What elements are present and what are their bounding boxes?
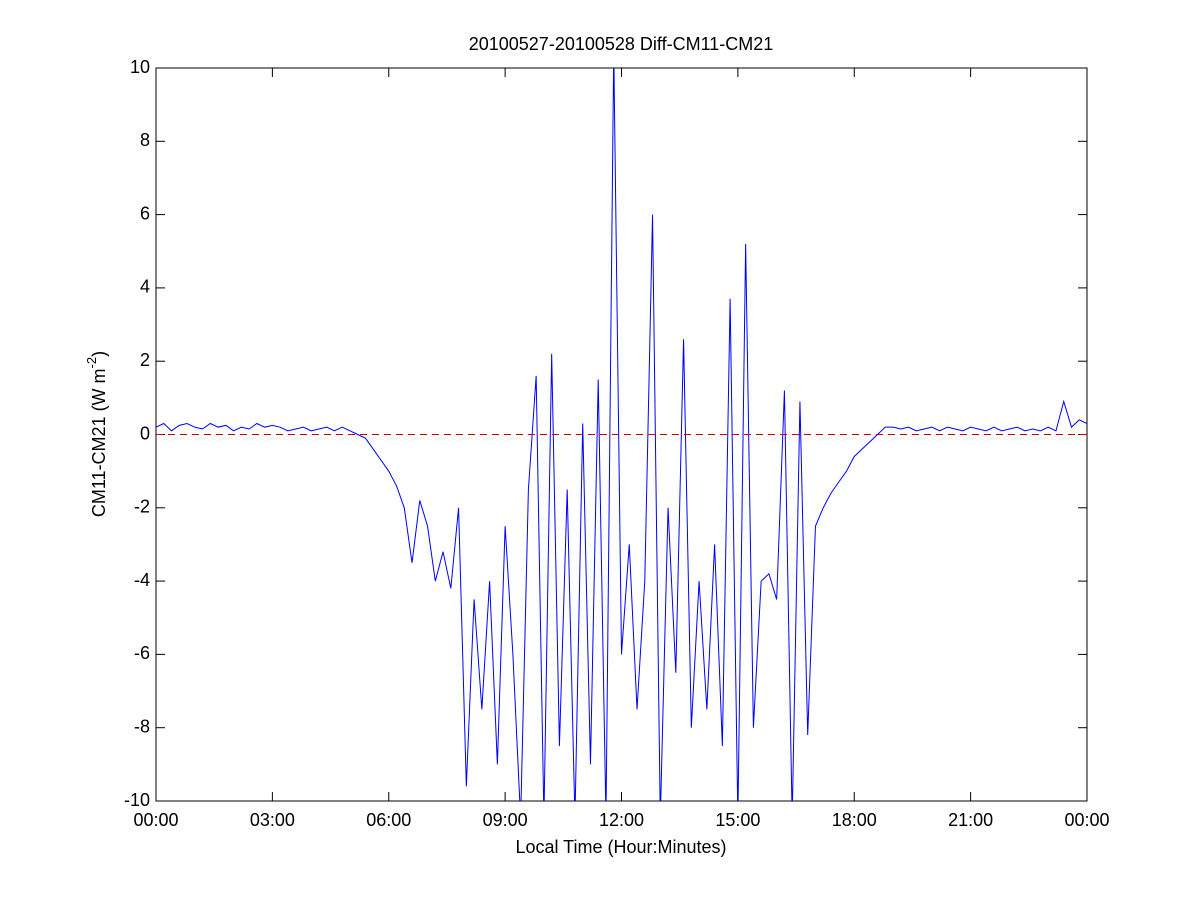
- x-tick-label: 06:00: [366, 810, 411, 830]
- x-tick-label: 03:00: [250, 810, 295, 830]
- x-tick-label: 00:00: [133, 810, 178, 830]
- x-tick-label: 12:00: [599, 810, 644, 830]
- x-axis-label: Local Time (Hour:Minutes): [515, 837, 726, 857]
- x-tick-label: 00:00: [1064, 810, 1109, 830]
- x-tick-label: 09:00: [483, 810, 528, 830]
- y-tick-label: 2: [140, 350, 150, 370]
- y-axis-label-suffix: ): [89, 351, 109, 357]
- y-axis-label: CM11-CM21 (W m-2): [84, 351, 108, 517]
- y-tick-label: 10: [130, 57, 150, 77]
- y-tick-label: 4: [140, 277, 150, 297]
- plot-area: [155, 67, 1088, 802]
- y-axis-label-superscript: -2: [84, 357, 99, 369]
- y-tick-label: -10: [124, 790, 150, 810]
- x-tick-label: 21:00: [948, 810, 993, 830]
- chart-title: 20100527-20100528 Diff-CM11-CM21: [469, 34, 774, 54]
- x-tick-label: 15:00: [715, 810, 760, 830]
- y-axis-label-text: CM11-CM21 (W m: [89, 368, 109, 517]
- y-tick-label: 0: [140, 423, 150, 443]
- data-line: [156, 68, 1087, 801]
- y-tick-label: 8: [140, 130, 150, 150]
- y-tick-label: -8: [134, 716, 150, 736]
- x-tick-label: 18:00: [832, 810, 877, 830]
- y-tick-label: -4: [134, 570, 150, 590]
- y-tick-label: -2: [134, 497, 150, 517]
- y-tick-label: -6: [134, 643, 150, 663]
- y-tick-label: 6: [140, 203, 150, 223]
